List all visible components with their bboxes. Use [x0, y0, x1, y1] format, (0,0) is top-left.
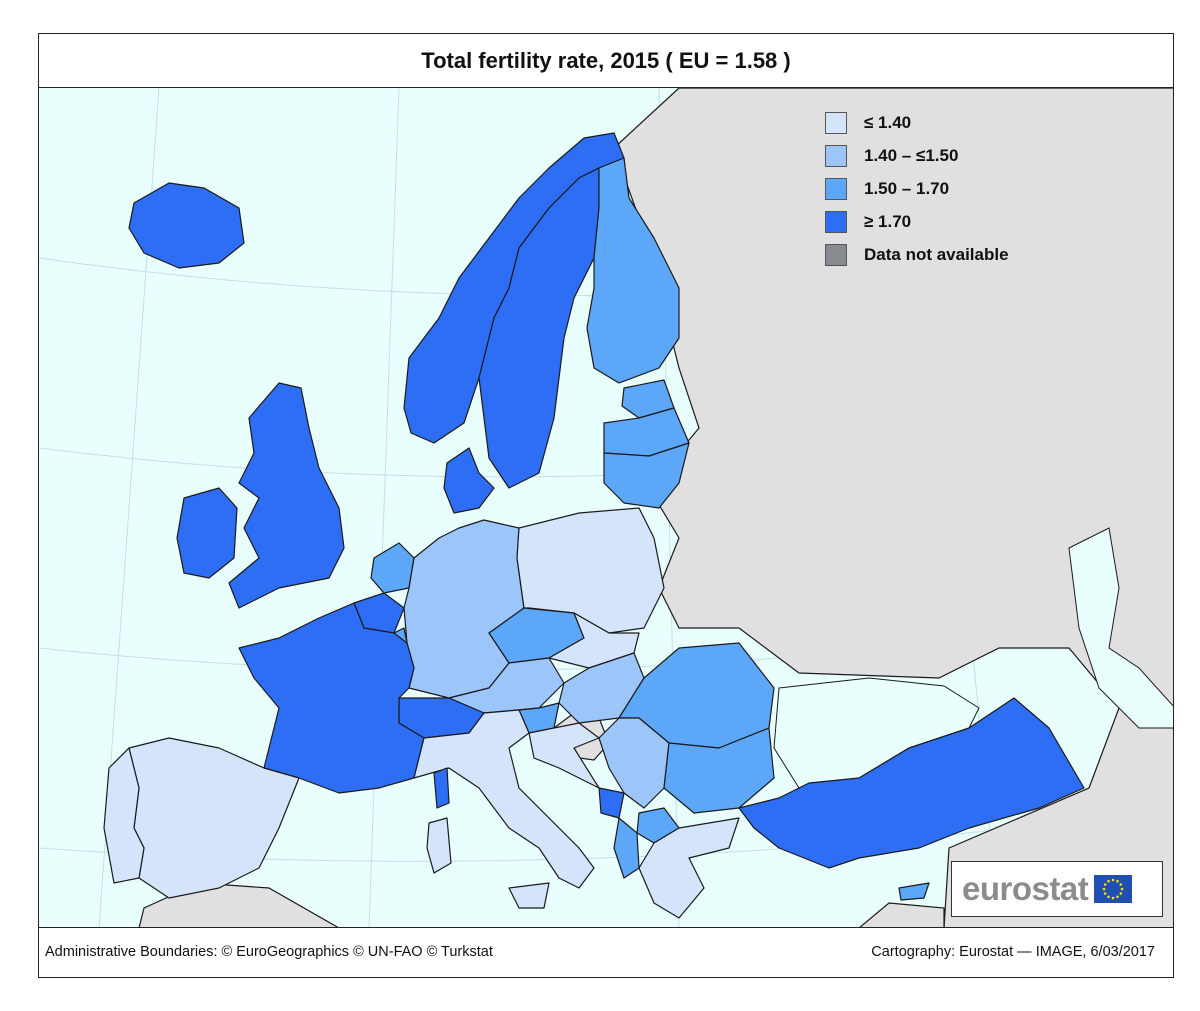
country-italy-sardinia — [426, 817, 452, 874]
map-area: ≤ 1.40 1.40 – ≤1.50 1.50 – 1.70 ≥ 1.70 D… — [39, 88, 1173, 928]
legend-item: 1.50 – 1.70 — [825, 172, 1009, 205]
country-albania — [613, 817, 640, 879]
legend: ≤ 1.40 1.40 – ≤1.50 1.50 – 1.70 ≥ 1.70 D… — [825, 106, 1009, 271]
country-lithuania — [603, 442, 690, 509]
country-portugal — [103, 747, 145, 884]
legend-label: ≥ 1.70 — [864, 211, 912, 231]
legend-swatch — [825, 177, 847, 200]
footer-cartography: Cartography: Eurostat — IMAGE, 6/03/2017 — [871, 944, 1155, 960]
legend-swatch — [825, 243, 847, 266]
country-croatia — [528, 722, 600, 789]
country-turkey — [738, 697, 1085, 869]
country-denmark — [443, 447, 495, 514]
map-frame: Total fertility rate, 2015 ( EU = 1.58 ) — [38, 33, 1174, 978]
country-italy — [413, 709, 595, 889]
country-serbia — [598, 717, 670, 809]
country-france-corsica — [433, 767, 450, 809]
country-italy-sicily — [508, 882, 550, 909]
footer: Administrative Boundaries: © EuroGeograp… — [39, 928, 1173, 978]
eu-flag-icon — [1094, 875, 1133, 903]
europe-map — [39, 88, 1173, 927]
country-uk — [228, 382, 345, 609]
eurostat-logo: eurostat — [951, 861, 1163, 917]
map-title: Total fertility rate, 2015 ( EU = 1.58 ) — [421, 47, 791, 73]
legend-swatch — [825, 210, 847, 233]
country-greece — [638, 817, 740, 919]
countries — [103, 132, 1085, 919]
legend-label: ≤ 1.40 — [864, 112, 912, 132]
legend-label: 1.50 – 1.70 — [864, 178, 950, 198]
legend-label: 1.40 – ≤1.50 — [864, 145, 959, 165]
footer-credits: Administrative Boundaries: © EuroGeograp… — [45, 944, 493, 960]
country-cyprus — [898, 882, 930, 901]
legend-item: 1.40 – ≤1.50 — [825, 139, 1009, 172]
logo-text: eurostat — [962, 870, 1089, 907]
country-bulgaria — [663, 727, 775, 814]
country-montenegro — [598, 787, 625, 819]
legend-swatch — [825, 144, 847, 167]
caspian-sea — [1068, 527, 1173, 729]
country-poland — [516, 507, 665, 634]
country-iceland — [128, 182, 245, 269]
country-sweden — [478, 167, 600, 489]
legend-item: Data not available — [825, 238, 1009, 271]
legend-swatch — [825, 111, 847, 134]
legend-label: Data not available — [864, 244, 1009, 264]
country-ireland — [176, 487, 238, 579]
legend-item: ≥ 1.70 — [825, 205, 1009, 238]
legend-item: ≤ 1.40 — [825, 106, 1009, 139]
country-finland — [586, 157, 680, 384]
title-bar: Total fertility rate, 2015 ( EU = 1.58 ) — [39, 34, 1173, 88]
